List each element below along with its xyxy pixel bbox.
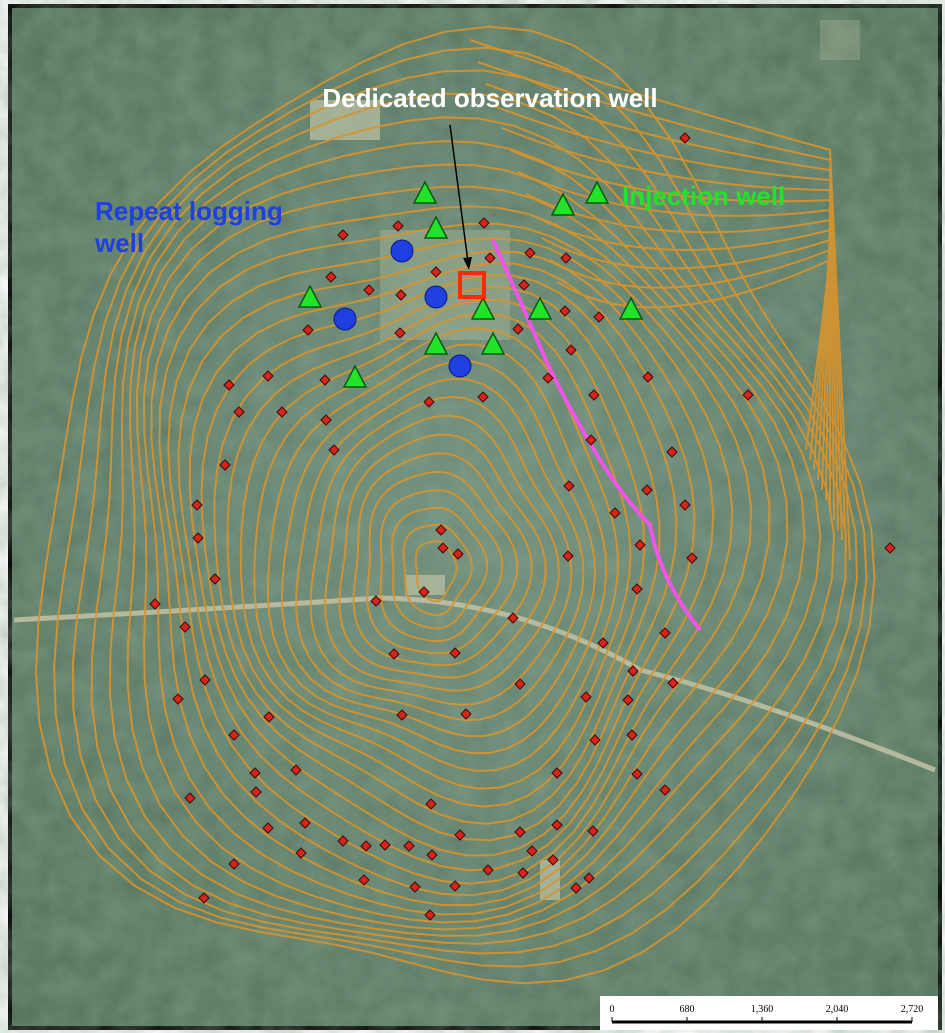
- scale-label: 2,720: [901, 1004, 924, 1015]
- scale-label: 680: [680, 1004, 695, 1015]
- scale-label: 1,360: [751, 1004, 774, 1015]
- injection-label: Injection well: [622, 181, 785, 211]
- map: Dedicated observation well Repeat loggin…: [0, 0, 945, 1033]
- scale-bar: 0 680 1,360 2,040 2,720: [600, 996, 938, 1030]
- observation-label: Dedicated observation well: [322, 83, 657, 113]
- scale-label: 2,040: [826, 1004, 849, 1015]
- scale-label: 0: [610, 1004, 615, 1015]
